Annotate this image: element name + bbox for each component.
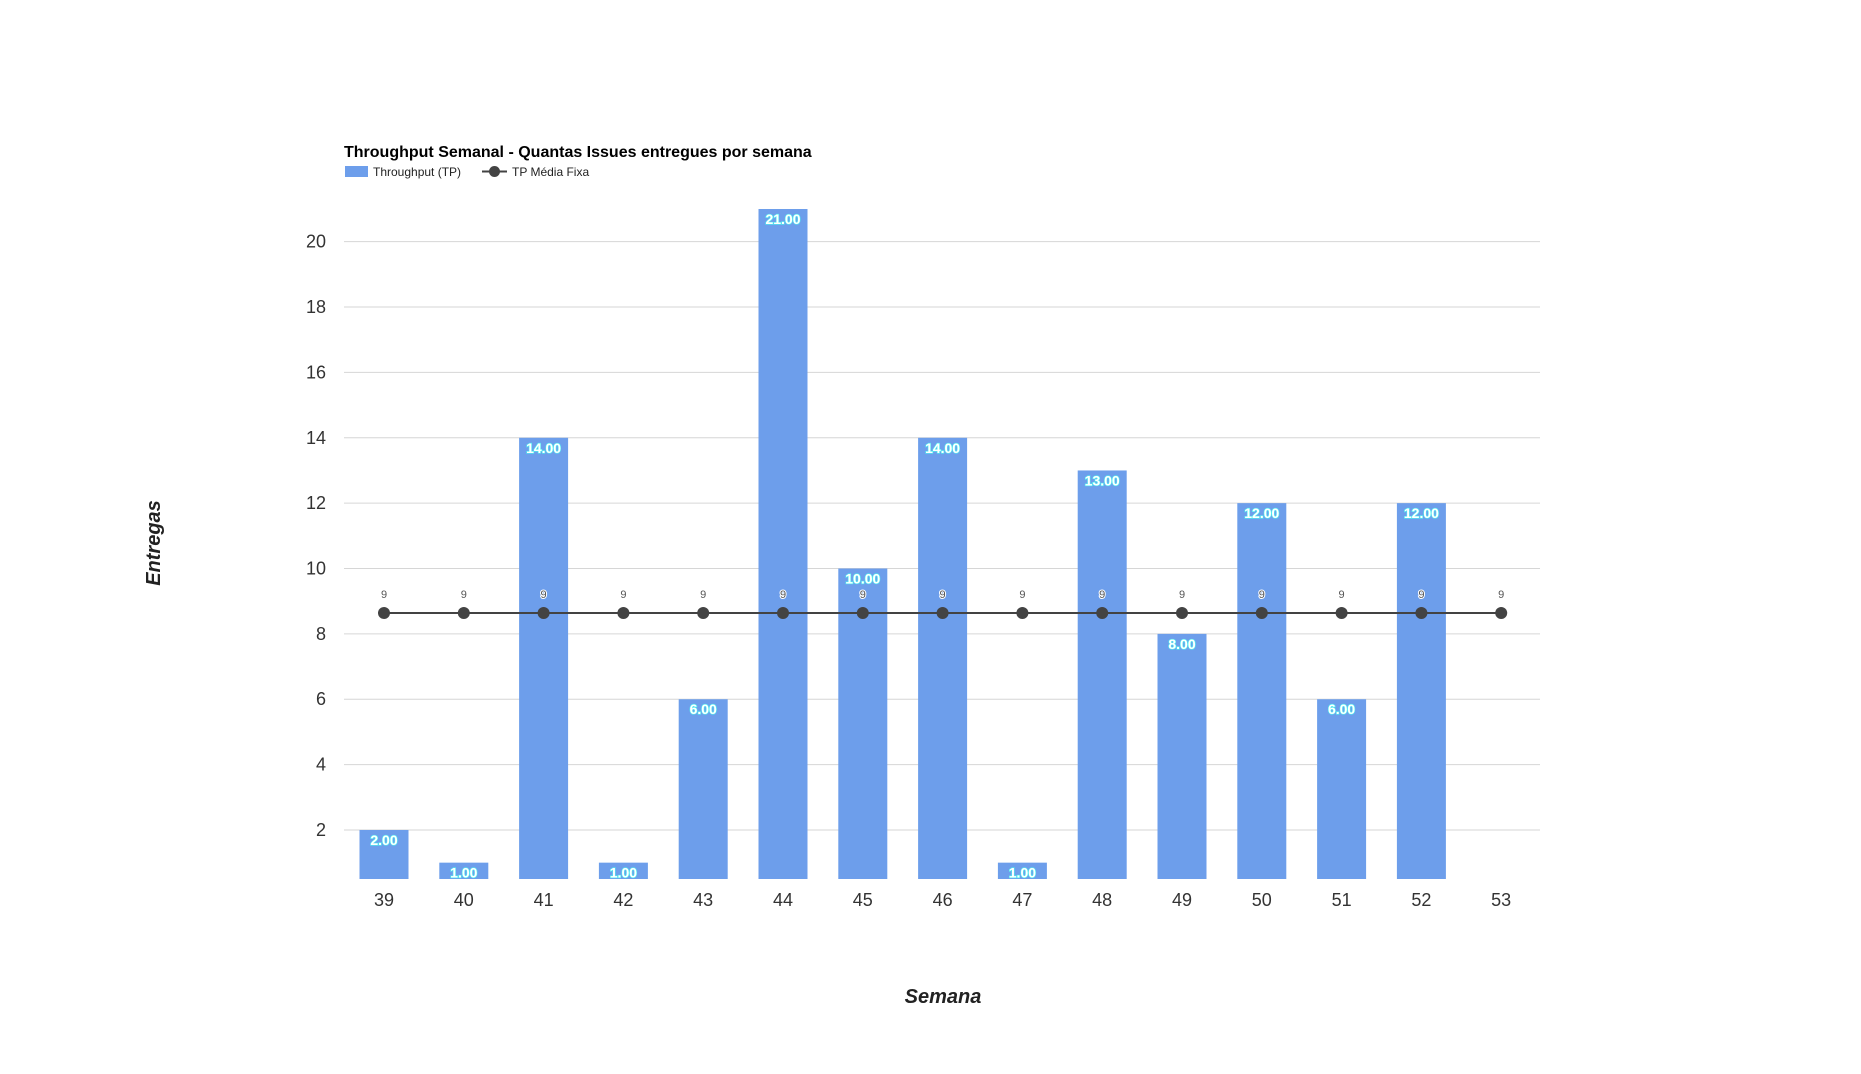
bar-data-label: 14.00 [925,440,960,456]
bar-data-label: 1.00 [1009,865,1036,881]
x-tick-label: 51 [1332,890,1352,910]
bar-data-label: 10.00 [845,571,880,587]
bar-data-label: 1.00 [610,865,637,881]
legend-marker-average [489,166,500,177]
bar-data-label: 2.00 [370,832,397,848]
y-axis-title: Entregas [143,500,165,586]
bar-data-label: 6.00 [690,701,717,717]
bar-week-46 [918,437,968,879]
bar-week-48 [1077,470,1127,879]
x-tick-label: 53 [1491,890,1511,910]
average-data-label: 9 [461,589,467,601]
legend-label-average: TP Média Fixa [512,165,589,179]
bar-data-label: 12.00 [1404,505,1439,521]
average-point [777,606,789,619]
bar-data-label: 14.00 [526,440,561,456]
bar-week-51 [1317,699,1367,879]
average-data-label: 9 [1339,589,1345,601]
bar-data-label: 1.00 [450,865,477,881]
average-data-label: 9 [1498,589,1504,601]
x-tick-label: 42 [613,890,633,910]
bar-week-49 [1157,633,1207,879]
y-tick-label: 10 [306,559,326,579]
average-data-label: 9 [1099,589,1105,601]
average-point [1415,606,1428,619]
bar-data-label: 21.00 [765,211,800,227]
x-tick-label: 45 [853,890,873,910]
bar-week-40 [439,862,489,879]
average-point [617,606,630,619]
average-point [1335,606,1348,619]
y-tick-label: 2 [316,820,326,840]
y-tick-label: 14 [306,428,326,448]
bar-week-52 [1396,503,1446,879]
bar-week-39 [359,829,409,879]
average-data-label: 9 [1259,589,1265,601]
average-point [1495,606,1508,619]
average-point [856,606,869,619]
y-tick-label: 6 [316,689,326,709]
average-point [537,606,550,619]
x-tick-label: 40 [454,890,474,910]
average-data-label: 9 [1179,589,1185,601]
bars [359,209,1446,879]
average-point [936,606,949,619]
average-point [1176,606,1188,619]
x-tick-label: 48 [1092,890,1112,910]
x-tick-label: 49 [1172,890,1192,910]
average-data-label: 9 [1418,589,1424,601]
legend-swatch-throughput [345,166,368,177]
average-point [1016,606,1029,619]
x-tick-label: 39 [374,890,394,910]
x-tick-label: 41 [534,890,554,910]
y-tick-label: 20 [306,232,326,252]
x-tick-label: 43 [693,890,713,910]
data-labels: 2.00 1.00 14.00 1.00 6.00 21.00 10.00 14.00 1.00… [370,210,1505,881]
average-data-label: 9 [381,589,387,601]
bar-week-41 [519,437,569,879]
bar-data-label: 6.00 [1328,701,1355,717]
bar-week-43 [678,699,728,879]
bar-data-label: 8.00 [1168,636,1195,652]
legend-label-throughput: Throughput (TP) [373,165,461,179]
y-tick-label: 18 [306,297,326,317]
average-data-label: 9 [700,589,706,601]
average-point [1255,606,1268,619]
average-data-label: 9 [620,589,626,601]
average-point [1096,606,1109,619]
bar-data-label: 13.00 [1085,472,1120,488]
bar-week-47 [997,862,1047,879]
x-axis-title: Semana [905,986,982,1008]
average-line [378,606,1508,619]
x-tick-label: 46 [933,890,953,910]
average-data-label: 9 [780,589,786,601]
y-tick-label: 4 [316,755,326,775]
x-tick-label: 50 [1252,890,1272,910]
x-tick-label: 47 [1012,890,1032,910]
average-data-label: 9 [1019,589,1025,601]
chart-legend: Throughput (TP) TP Média Fixa [345,165,589,179]
average-point [697,606,710,619]
average-data-label: 9 [940,589,946,601]
bar-data-label: 12.00 [1244,505,1279,521]
y-tick-label: 16 [306,362,326,382]
average-point [457,606,470,619]
average-data-label: 9 [541,589,547,601]
bar-week-44 [758,209,808,879]
x-tick-label: 52 [1411,890,1431,910]
chart-title: Throughput Semanal - Quantas Issues entr… [344,144,812,161]
bar-week-50 [1237,503,1287,879]
x-tick-label: 44 [773,890,793,910]
bar-week-42 [598,862,648,879]
y-tick-label: 8 [316,624,326,644]
average-point [378,606,390,619]
y-tick-label: 12 [306,493,326,513]
bar-week-45 [838,568,888,879]
average-data-label: 9 [860,589,866,601]
